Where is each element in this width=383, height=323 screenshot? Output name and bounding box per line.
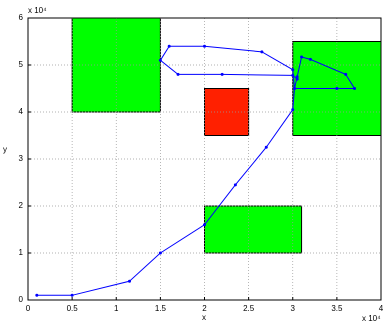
plot-frame [27, 17, 382, 301]
y-tick-label: 1 [19, 248, 24, 257]
path-point [220, 72, 224, 76]
x-tick-label: 4 [379, 304, 383, 313]
path-point [295, 77, 299, 81]
path-point [300, 55, 304, 59]
path-point [335, 87, 339, 90]
path-point [158, 58, 162, 62]
y-tick-label: 2 [19, 201, 24, 210]
y-tick-label: 5 [19, 60, 24, 69]
path-point [295, 75, 299, 79]
path-point [264, 145, 268, 149]
path-point [176, 72, 180, 76]
path-point [344, 72, 348, 76]
x-tick-label: 2 [202, 304, 207, 313]
path-point [70, 293, 74, 297]
path-point [293, 87, 297, 90]
x-tick-label: 2.5 [243, 304, 255, 313]
x-axis-label: x [202, 313, 206, 322]
x-tick-label: 0.5 [67, 304, 79, 313]
path-point [233, 183, 237, 187]
x-tick-label: 1.5 [155, 304, 167, 313]
path-point [353, 87, 357, 90]
y-tick-label: 3 [19, 154, 24, 163]
x-multiplier: x 10⁴ [362, 314, 381, 323]
path-point [167, 44, 171, 48]
y-tick-label: 6 [19, 13, 24, 22]
path-point [203, 44, 206, 48]
path-point [291, 73, 295, 77]
x-tick-label: 3.5 [331, 304, 343, 313]
y-tick-label: 4 [19, 107, 24, 116]
path-point [291, 108, 295, 112]
y-axis-label: y [3, 145, 7, 154]
path-point [158, 251, 162, 255]
x-tick-label: 3 [291, 304, 296, 313]
path-point [127, 279, 131, 283]
y-multiplier: x 10⁴ [28, 6, 47, 15]
x-tick-label: 1 [114, 304, 119, 313]
path-point [35, 293, 39, 297]
y-tick-label: 0 [19, 295, 24, 304]
x-tick-label: 0 [26, 304, 31, 313]
path-point [291, 68, 295, 72]
path-point [260, 50, 264, 54]
region [204, 205, 303, 254]
path-point [203, 223, 206, 227]
path-point [308, 57, 312, 61]
